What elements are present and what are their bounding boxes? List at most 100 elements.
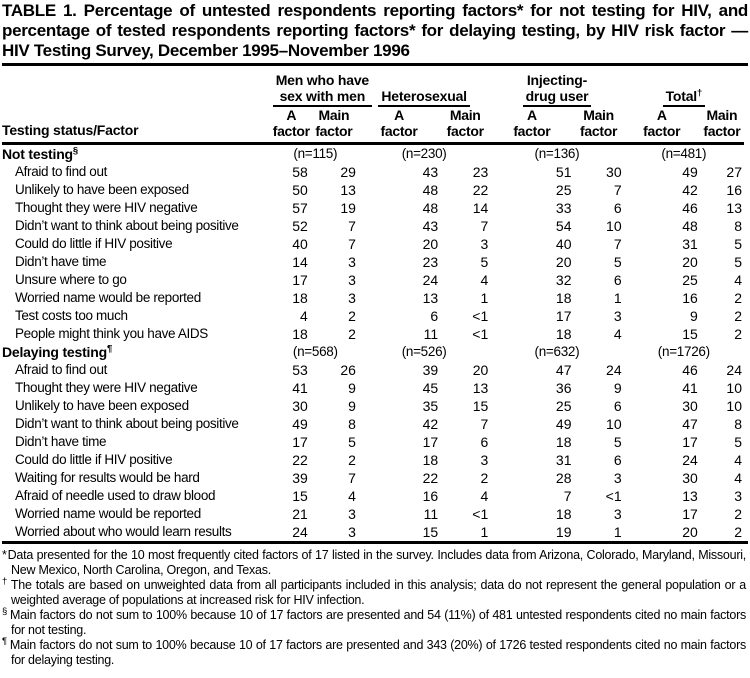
value-cell: 24 — [606, 362, 622, 378]
value-cell: 14 — [292, 254, 308, 270]
value-cell: 47 — [555, 362, 572, 378]
value-cell: 10 — [606, 416, 622, 432]
value-cell: 18 — [555, 326, 572, 342]
value-cell: 22 — [472, 182, 489, 198]
value-cell: 48 — [422, 182, 439, 198]
value-cell: 10 — [726, 398, 742, 414]
footnote-text: Data presented for the 10 most frequentl… — [7, 548, 747, 577]
value-cell: 15 — [472, 398, 489, 414]
value-cell: 14 — [472, 200, 489, 216]
value-cell: 54 — [555, 218, 572, 234]
value-cell: 2 — [348, 326, 356, 342]
value-cell: 2 — [348, 452, 356, 468]
value-cell: 3 — [348, 272, 356, 288]
value-cell: 2 — [734, 506, 742, 522]
value-cell: 11 — [423, 326, 439, 342]
value-cell: 17 — [292, 434, 308, 450]
factor-label: Afraid to find out — [15, 362, 108, 377]
value-cell: 49 — [292, 416, 308, 432]
value-cell: 30 — [292, 398, 308, 414]
table-row: Worried name would be reported 18 3 13 1… — [2, 289, 744, 307]
value-cell: 48 — [422, 200, 439, 216]
column-group-heterosexual: Heterosexual — [358, 66, 490, 107]
value-cell: 16 — [726, 182, 742, 198]
value-cell: 13 — [422, 290, 439, 306]
value-cell: 24 — [682, 452, 698, 468]
value-cell: 49 — [682, 164, 698, 180]
value-cell: 5 — [613, 434, 622, 450]
value-cell: 18 — [422, 452, 439, 468]
value-cell: 13 — [726, 200, 742, 216]
section-sample-size: (n=481) — [661, 146, 707, 161]
value-cell: 19 — [555, 524, 572, 540]
value-cell: 9 — [348, 398, 356, 414]
value-cell: 25 — [555, 182, 572, 198]
value-cell: 9 — [690, 308, 698, 324]
subcol-header-main-factor: Main factor — [573, 107, 624, 145]
value-cell: 13 — [340, 182, 356, 198]
value-cell: 10 — [606, 218, 622, 234]
factor-label: Unsure where to go — [15, 272, 127, 287]
value-cell: 32 — [555, 272, 572, 288]
value-cell: 11 — [423, 506, 439, 522]
table-row: Didn’t have time 14 3 23 5 20 5 20 5 — [2, 253, 744, 271]
subcol-header-main-factor: Main factor — [699, 107, 744, 145]
footnote-symbol: † — [2, 575, 8, 587]
value-cell: 3 — [348, 506, 356, 522]
value-cell: 6 — [480, 434, 489, 450]
footnote: † The totals are based on unweighted data… — [2, 575, 746, 608]
factor-label: Unlikely to have been exposed — [15, 182, 189, 197]
factor-label: Worried name would be reported — [15, 506, 201, 521]
value-cell: 2 — [734, 308, 742, 324]
footnote-text: The totals are based on unweighted data … — [10, 578, 746, 607]
factor-label: Afraid to find out — [15, 164, 108, 179]
value-cell: 42 — [422, 416, 439, 432]
section-footnote-symbol: ¶ — [106, 343, 113, 355]
value-cell: 21 — [292, 506, 308, 522]
value-cell: 30 — [606, 164, 622, 180]
value-cell: 4 — [734, 272, 742, 288]
value-cell: 24 — [422, 272, 439, 288]
section-sample-size: (n=568) — [292, 344, 338, 359]
value-cell: 40 — [292, 236, 308, 252]
table-row: Waiting for results would be hard 39 7 2… — [2, 469, 744, 487]
value-cell: 20 — [422, 236, 439, 252]
value-cell: 2 — [734, 524, 742, 540]
value-cell: 25 — [682, 272, 698, 288]
value-cell: 20 — [682, 524, 698, 540]
value-cell: 4 — [734, 452, 742, 468]
footnote-symbol: § — [2, 605, 8, 617]
table-row: Unlikely to have been exposed 30 9 35 15… — [2, 397, 744, 415]
value-cell: 4 — [734, 470, 742, 486]
table-row: Thought they were HIV negative 41 9 45 1… — [2, 379, 744, 397]
subcol-header-main-factor: Main factor — [440, 107, 491, 145]
factor-label: Didn’t want to think about being positiv… — [15, 218, 239, 233]
value-cell: 33 — [555, 200, 572, 216]
factor-label: Unlikely to have been exposed — [15, 398, 189, 413]
value-cell: 36 — [555, 380, 572, 396]
title-rule — [2, 63, 748, 66]
table-row: Didn’t have time 17 5 17 6 18 5 17 5 — [2, 433, 744, 451]
table-row: Worried about who would learn results 24… — [2, 523, 744, 541]
value-cell: 8 — [734, 416, 742, 432]
value-cell: 4 — [348, 488, 356, 504]
value-cell: 7 — [613, 236, 622, 252]
value-cell: 5 — [480, 254, 489, 270]
table-title: TABLE 1. Percentage of untested responde… — [2, 1, 748, 60]
table-row: Thought they were HIV negative 57 19 48 … — [2, 199, 744, 217]
value-cell: 7 — [348, 236, 356, 252]
value-cell: 23 — [422, 254, 439, 270]
value-cell: 7 — [613, 182, 622, 198]
table-row: Unlikely to have been exposed 50 13 48 2… — [2, 181, 744, 199]
value-cell: 1 — [480, 290, 489, 306]
value-cell: 29 — [340, 164, 356, 180]
value-cell: 4 — [480, 488, 489, 504]
table-row: Test costs too much 4 2 6 <1 17 3 9 2 — [2, 307, 744, 325]
value-cell: 7 — [480, 218, 489, 234]
section-sample-size: (n=115) — [293, 146, 338, 161]
factor-label: Worried about who would learn results — [15, 524, 232, 539]
column-header-testing-status: Testing status/Factor — [2, 66, 273, 145]
